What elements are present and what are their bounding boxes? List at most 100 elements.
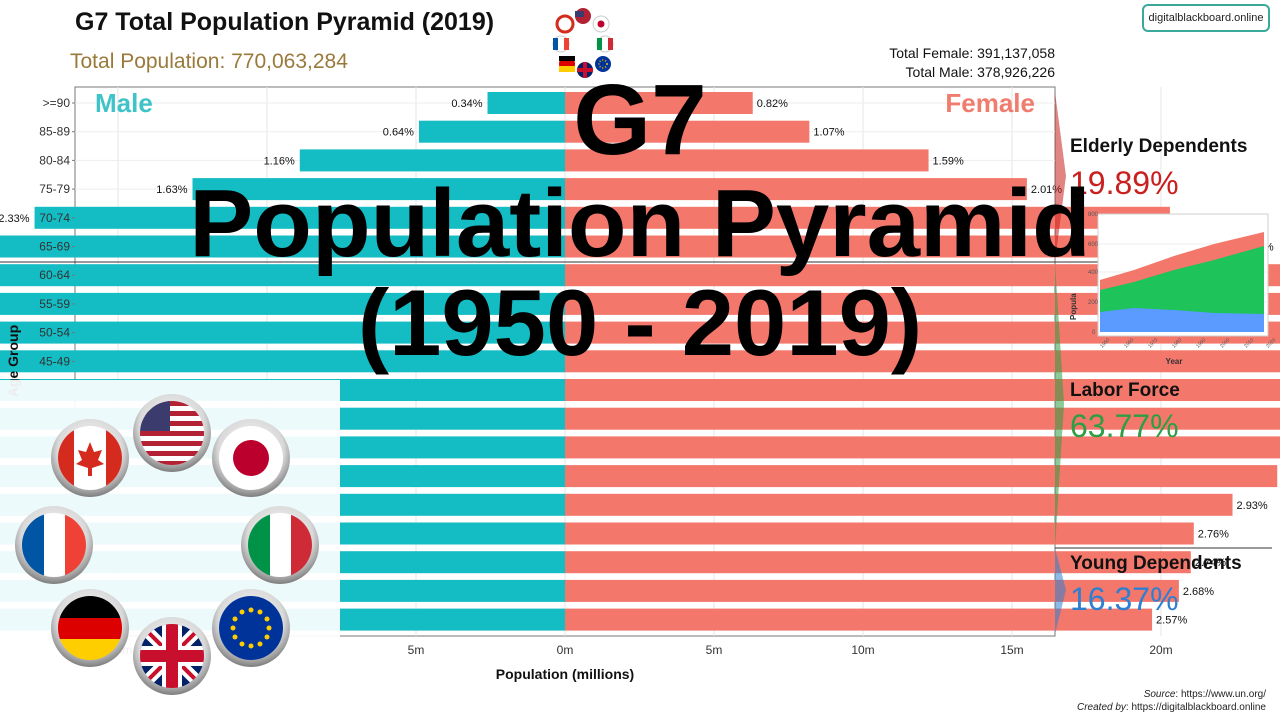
- total-female: Total Female: 391,137,058: [889, 45, 1055, 61]
- female-bar: [565, 579, 1179, 602]
- source-url: : https://www.un.org/: [1175, 689, 1266, 700]
- age-group-label: 80-84: [39, 153, 70, 167]
- flag-eu-icon: [212, 589, 290, 667]
- male-bar: [34, 206, 566, 229]
- young-dependents-label: Young Dependents: [1070, 553, 1242, 574]
- source-label: Source: [1143, 689, 1176, 700]
- female-bar: [565, 379, 1280, 401]
- elderly-dependents-label: Elderly Dependents: [1070, 136, 1248, 157]
- female-bar: [565, 465, 1278, 488]
- x-tick-label: 5m: [408, 643, 425, 657]
- male-value-label: 0.34%: [451, 98, 482, 110]
- male-bar: [0, 264, 565, 287]
- age-group-label: 50-54: [39, 326, 70, 340]
- total-male: Total Male: 378,926,226: [905, 64, 1055, 80]
- mini-xlabel: Year: [1166, 357, 1183, 366]
- female-bar: [565, 608, 1153, 631]
- female-bar: [565, 206, 1170, 229]
- mini-ytick: 0: [1092, 330, 1096, 336]
- elderly-dependents-value: 19.89%: [1070, 165, 1179, 201]
- female-bar: [565, 493, 1233, 516]
- female-value-label: 2.93%: [1237, 500, 1268, 512]
- male-bar: [487, 92, 565, 114]
- created-url: : https://digitalblackboard.online: [1125, 702, 1266, 713]
- legend-female: Female: [945, 88, 1035, 118]
- dependency-trend-mini-chart: 800 600 400 200 0 1950 1960 1970 1980 19…: [1069, 212, 1276, 366]
- age-group-label: 45-49: [39, 354, 70, 368]
- flag-italy-icon: [241, 506, 319, 584]
- male-bar: [0, 321, 566, 344]
- male-bar: [418, 120, 565, 143]
- flag-france-icon: [15, 506, 93, 584]
- male-bar: [192, 178, 565, 201]
- x-tick-label: 0m: [557, 643, 574, 657]
- mini-ylabel: Popula: [1069, 293, 1078, 320]
- female-value-label: 2.68%: [1183, 586, 1214, 598]
- total-population: Total Population: 770,063,284: [70, 50, 348, 73]
- male-bar: [0, 350, 565, 373]
- legend-male: Male: [95, 88, 153, 118]
- flag-germany-icon: [51, 589, 129, 667]
- female-value-label: 1.07%: [813, 127, 844, 139]
- male-value-label: 0.64%: [383, 127, 414, 139]
- mini-ytick: 200: [1088, 300, 1099, 306]
- young-dependents-value: 16.37%: [1070, 581, 1179, 617]
- x-tick-label: 20m: [1149, 643, 1172, 657]
- age-group-label: >=90: [43, 96, 71, 110]
- female-bar: [565, 436, 1280, 459]
- male-value-label: 1.16%: [264, 155, 295, 167]
- x-tick-label: 15m: [1000, 643, 1023, 657]
- overlay-title-line3: (1950 - 2019): [357, 270, 923, 375]
- age-group-label: 75-79: [39, 182, 70, 196]
- source-credit: Source: https://www.un.org/ Created by: …: [1077, 688, 1266, 714]
- female-bar: [565, 551, 1191, 574]
- chart-title: G7 Total Population Pyramid (2019): [75, 8, 495, 36]
- flag-canada-icon: [51, 419, 129, 497]
- female-bar: [565, 407, 1280, 430]
- female-value-label: 2.76%: [1198, 529, 1229, 541]
- elderly-bracket: [1055, 92, 1066, 262]
- age-group-label: 65-69: [39, 240, 70, 254]
- mini-ytick: 400: [1088, 270, 1099, 276]
- female-bar: [565, 350, 1280, 373]
- female-bar: [565, 178, 1027, 201]
- y-axis-label: Age Group: [5, 325, 21, 397]
- flag-usa-icon: [133, 394, 211, 472]
- overlay-title-line1: G7: [573, 64, 707, 176]
- g7-flags-small-icon: [552, 8, 614, 78]
- labor-force-label: Labor Force: [1070, 380, 1180, 401]
- female-value-label: 1.59%: [933, 155, 964, 167]
- female-bar: [565, 120, 810, 143]
- site-link-button[interactable]: digitalblackboard.online: [1142, 4, 1270, 32]
- mini-xtick: 2020: [1265, 337, 1276, 349]
- age-group-label: 70-74: [39, 211, 70, 225]
- g7-flag-ring: [0, 380, 340, 720]
- x-axis-label: Population (millions): [496, 666, 634, 682]
- female-value-label: 2.74%: [1195, 557, 1226, 569]
- mini-ytick: 600: [1088, 242, 1099, 248]
- female-bar: [565, 92, 753, 114]
- flag-uk-icon: [133, 617, 211, 695]
- male-bar: [0, 292, 565, 315]
- male-bar: [0, 235, 565, 258]
- male-value-label: 1.63%: [156, 184, 187, 196]
- overlay-title-line2: Population Pyramid: [189, 170, 1091, 277]
- female-value-label: 2.01%: [1031, 184, 1062, 196]
- created-label: Created by: [1076, 702, 1126, 713]
- flag-japan-icon: [212, 419, 290, 497]
- labor-bracket: [1055, 262, 1064, 548]
- x-tick-label: 5m: [706, 643, 723, 657]
- female-bar: [565, 522, 1194, 545]
- female-bar: [565, 149, 929, 172]
- age-group-label: 55-59: [39, 297, 70, 311]
- labor-force-value: 63.77%: [1070, 408, 1179, 444]
- female-bar: [565, 235, 1239, 258]
- age-group-label: 85-89: [39, 125, 70, 139]
- overlay-title: G7 Population Pyramid (1950 - 2019): [0, 70, 1280, 370]
- young-bracket: [1055, 548, 1066, 634]
- female-value-label: 0.82%: [757, 98, 788, 110]
- female-value-label: 2.57%: [1156, 615, 1187, 627]
- male-bar: [299, 149, 565, 172]
- mini-ytick: 800: [1088, 212, 1099, 218]
- male-value-label: 2.33%: [0, 213, 30, 225]
